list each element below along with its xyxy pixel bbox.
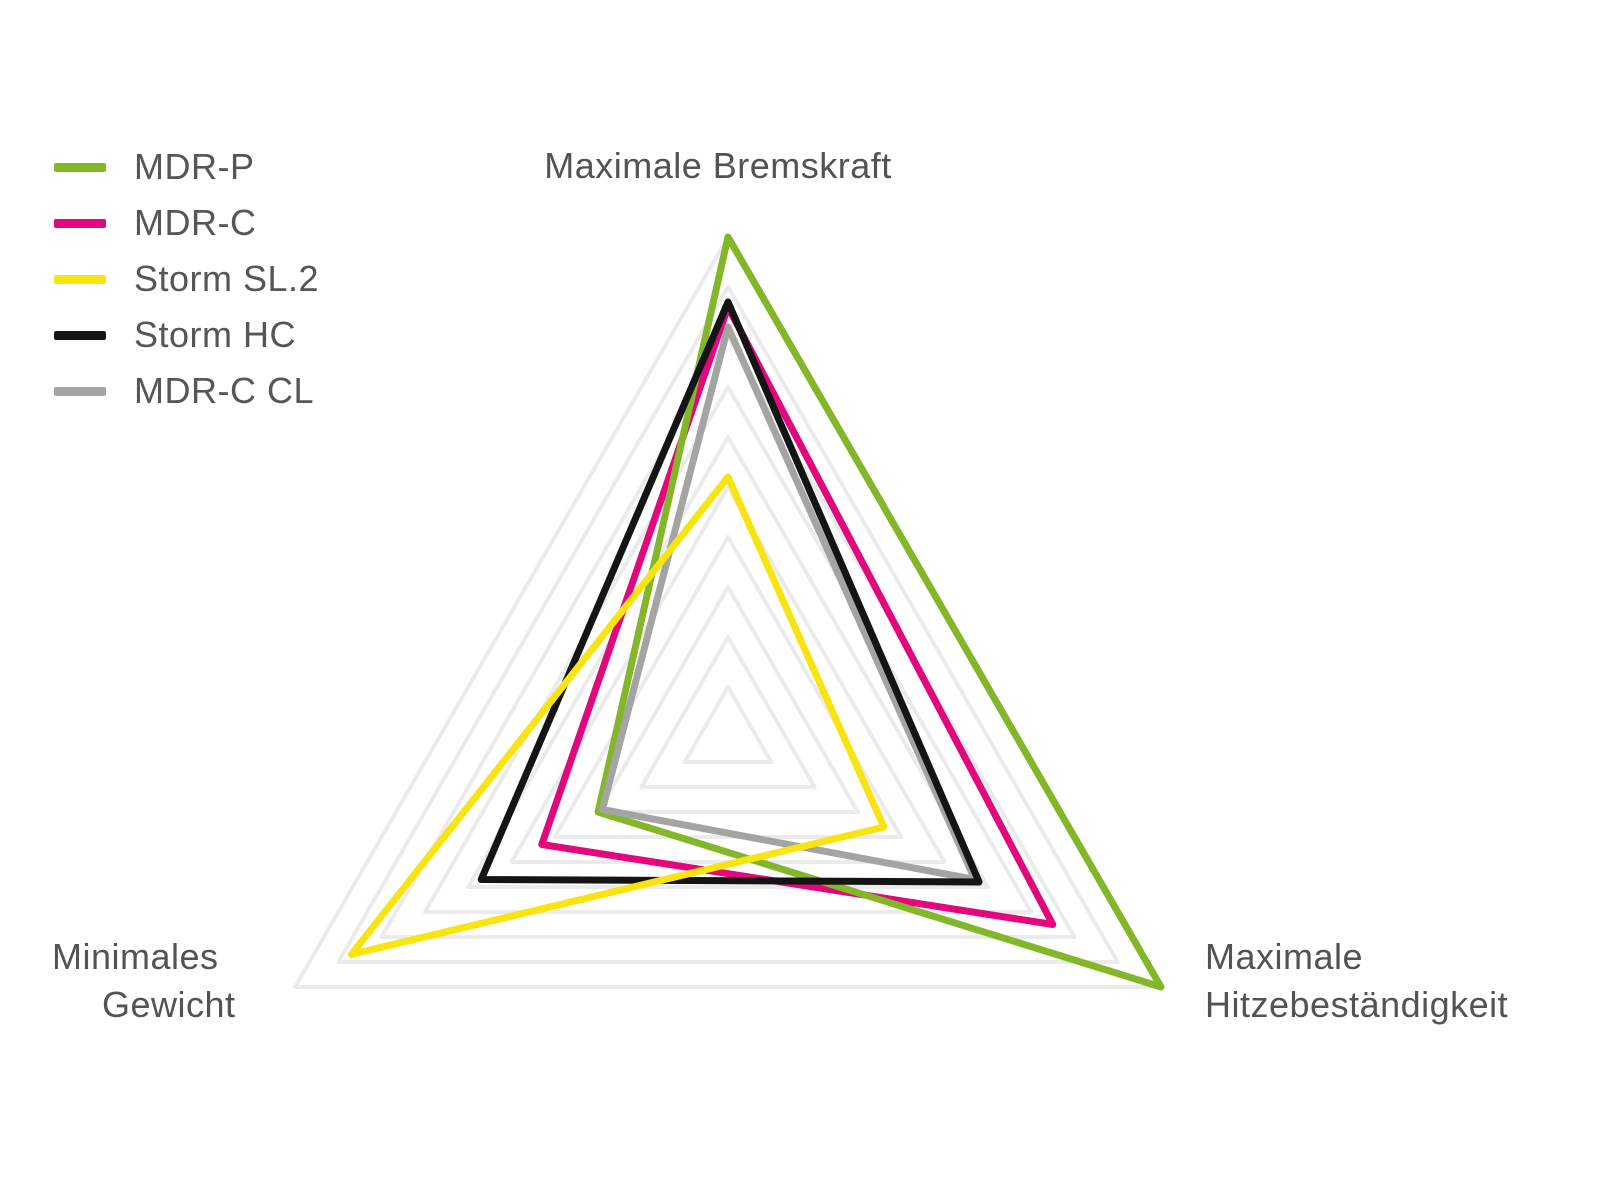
series-storm-hc — [477, 298, 983, 886]
series-mdr-c-cl — [598, 323, 979, 883]
axis-label-line: Gewicht — [102, 984, 236, 1025]
legend-item-storm-sl2: Storm SL.2 — [54, 251, 319, 307]
legend-label: MDR-C CL — [134, 370, 314, 411]
legend-label: MDR-C — [134, 202, 257, 243]
axis-label-line: Hitzebeständigkeit — [1205, 984, 1509, 1025]
legend-label: Storm SL.2 — [134, 258, 320, 299]
axis-label-line: Minimales — [52, 936, 219, 977]
legend-swatch-storm-hc — [54, 330, 106, 340]
grid-ring-3 — [596, 585, 860, 814]
legend-item-mdr-c: MDR-C — [54, 195, 319, 251]
grid-ring-4 — [552, 535, 904, 839]
series-mdr-p — [594, 233, 1165, 991]
legend: MDR-P MDR-C Storm SL.2 Storm HC MDR-C CL — [54, 139, 319, 419]
axis-label-bremskraft: Maximale Bremskraft — [544, 145, 892, 186]
legend-item-mdr-c-cl: MDR-C CL — [54, 363, 319, 419]
legend-label: MDR-P — [134, 146, 255, 187]
legend-item-storm-hc: Storm HC — [54, 307, 319, 363]
grid-ring-2 — [639, 635, 817, 789]
axis-label-line: Maximale — [1205, 936, 1364, 977]
legend-swatch-mdr-c-cl — [54, 386, 106, 396]
legend-swatch-storm-sl2 — [54, 274, 106, 284]
legend-swatch-mdr-c — [54, 218, 106, 228]
legend-label: Storm HC — [134, 314, 297, 355]
axis-label-hitzebestaendigkeit: Maximale Hitzebeständigkeit — [1205, 933, 1508, 1029]
grid-ring-1 — [682, 685, 774, 764]
series-polygons — [347, 233, 1165, 991]
grid-ring-6 — [466, 435, 990, 889]
series-storm-sl-2 — [347, 473, 888, 958]
legend-swatch-mdr-p — [54, 162, 106, 172]
axis-label-gewicht: Minimales Gewicht — [52, 933, 236, 1029]
grid-ring-9 — [336, 285, 1120, 964]
legend-item-mdr-p: MDR-P — [54, 139, 319, 195]
